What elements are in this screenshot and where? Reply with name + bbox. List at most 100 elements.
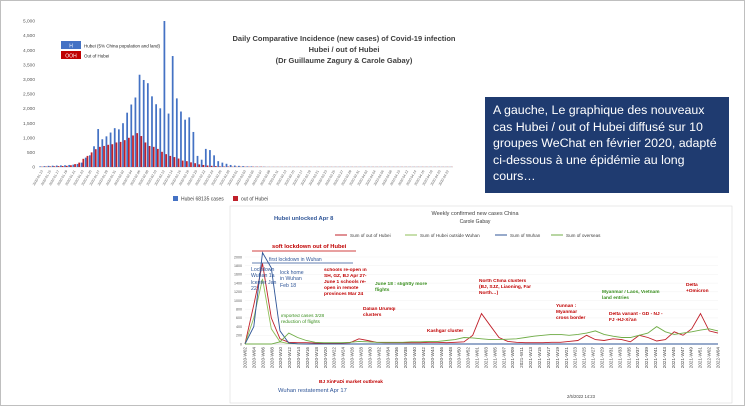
chart2-x-tick: 2021-W39	[644, 347, 649, 369]
legend-bottom-swatch-out	[233, 196, 238, 201]
bar-hubei	[60, 165, 62, 167]
chart2-x-tick: 2021-W31	[608, 347, 613, 369]
bar-hubei	[106, 136, 108, 167]
bar-hubei	[172, 56, 174, 167]
bar-hubei	[230, 165, 232, 167]
chart2-x-tick: 2022-W04	[716, 347, 721, 369]
bar-hubei	[147, 83, 149, 167]
annot-xinfadi: BJ XinFaDi market outbreak	[319, 379, 383, 385]
chart2-x-tick: 2020-W10	[278, 347, 283, 369]
annot-first-lockdown: first lockdown in Wuhan	[269, 257, 322, 263]
chart2-y-tick: 200	[236, 334, 242, 338]
annot-kashgar: Kashgar cluster	[427, 328, 463, 334]
bar-out-of-hubei	[219, 166, 221, 167]
bar-hubei	[89, 155, 91, 167]
bar-hubei	[114, 128, 116, 167]
bar-out-of-hubei	[178, 159, 180, 167]
bar-hubei	[139, 75, 141, 167]
annot-delta-omicron-box: Delta +Omicron	[686, 283, 716, 299]
chart2-y-tick: 600	[236, 316, 242, 320]
chart1-y-tick: 2,500	[23, 92, 35, 98]
bar-hubei	[118, 129, 120, 167]
annot-dalian: Dalian Urumqi clusters	[363, 307, 399, 319]
bar-out-of-hubei	[111, 144, 113, 167]
chart2-x-tick: 2021-W09	[510, 347, 515, 369]
bar-hubei	[135, 98, 137, 167]
chart1-y-tick: 0	[32, 165, 35, 171]
bar-out-of-hubei	[70, 165, 72, 167]
bar-out-of-hubei	[161, 152, 163, 167]
bar-out-of-hubei	[120, 142, 122, 167]
chart2-x-tick: 2020-W52	[466, 347, 471, 369]
annot-soft-lockdown: soft lockdown out of Hubei	[272, 244, 347, 250]
bar-out-of-hubei	[198, 164, 200, 167]
chart2-x-tick: 2021-W43	[662, 347, 667, 369]
chart2-x-tick: 2020-W44	[430, 347, 435, 369]
chart2-y-tick: 0	[240, 342, 242, 346]
bar-hubei	[151, 96, 153, 167]
bar-out-of-hubei	[136, 133, 138, 167]
bar-hubei	[234, 166, 236, 167]
bar-out-of-hubei	[190, 162, 192, 167]
bar-hubei	[122, 123, 124, 167]
chart2-x-tick: 2020-W18	[314, 347, 319, 369]
legend-label-hubei-outside-wuhan: Sum of Hubei outside Wuhan	[420, 233, 480, 238]
bar-hubei	[143, 80, 145, 167]
bar-out-of-hubei	[103, 146, 105, 167]
annot-delta: Delta variant - GD - NJ - FJ -HJ-Xi'an	[609, 312, 663, 324]
bar-out-of-hubei	[165, 154, 167, 167]
chart1-y-tick: 4,500	[23, 33, 35, 39]
bar-hubei	[97, 129, 99, 167]
bar-out-of-hubei	[74, 164, 76, 167]
chart1-title: Daily Comparative Incidence (new cases) …	[233, 34, 456, 43]
chart2-x-tick: 2020-W38	[403, 347, 408, 369]
annot-delta-box: Delta variant - GD - NJ - FJ -HJ-Xi'an	[609, 312, 663, 328]
chart2-y-tick: 1800	[234, 264, 242, 268]
chart2-x-tick: 2020-W22	[332, 347, 337, 369]
chart2-x-tick: 2021-W37	[635, 347, 640, 369]
legend-label-hubei: Hubei (5% China population and land)	[84, 44, 161, 49]
chart2-title: Weekly confirmed new cases China	[431, 211, 519, 217]
chart2-x-tick: 2021-W21	[564, 347, 569, 369]
bar-out-of-hubei	[132, 135, 134, 167]
chart2-x-tick: 2020-W08	[269, 347, 274, 369]
legend-label-overseas: Sum of overseas	[566, 233, 601, 238]
bar-hubei	[64, 165, 66, 167]
bar-hubei	[110, 133, 112, 167]
chart1-y-tick: 500	[27, 150, 35, 156]
bar-hubei	[209, 150, 211, 167]
chart2-x-tick: 2021-W33	[617, 347, 622, 369]
bar-out-of-hubei	[91, 152, 93, 167]
bar-out-of-hubei	[66, 166, 68, 167]
bar-hubei	[246, 166, 248, 167]
annot-north-china-box: North China clusters (BJ, SJZ, Liaoning,…	[479, 279, 531, 309]
annot-lockdown-wuhan: Lockdown Wuhan 1a lcenter Jan 22	[251, 267, 279, 293]
bar-out-of-hubei	[186, 161, 188, 167]
bar-out-of-hubei	[58, 166, 60, 167]
annot-delta-omicron: Delta +Omicron	[686, 283, 716, 295]
bar-hubei	[52, 166, 54, 167]
bar-out-of-hubei	[174, 157, 176, 167]
bar-out-of-hubei	[149, 146, 151, 167]
chart2-date-stamp: 2/5/2022 14:23	[567, 394, 596, 399]
bar-out-of-hubei	[203, 165, 205, 167]
chart2-x-tick: 2021-W07	[501, 347, 506, 369]
explanatory-note: A gauche, Le graphique des nouveaux cas …	[485, 97, 729, 193]
bar-hubei	[168, 114, 170, 167]
bar-hubei	[101, 139, 103, 167]
bar-out-of-hubei	[182, 161, 184, 167]
chart2-x-tick: 2020-W36	[394, 347, 399, 369]
chart2-x-tick: 2021-W13	[528, 347, 533, 369]
legend-bottom-label-hubei: Hubei 68135 cases	[181, 197, 224, 203]
bar-out-of-hubei	[211, 166, 213, 167]
bar-hubei	[180, 112, 182, 167]
chart2-x-tick: 2020-W12	[287, 347, 292, 369]
chart2-y-tick: 1600	[234, 273, 242, 277]
bar-hubei	[193, 132, 195, 167]
chart2-x-tick: 2021-W11	[519, 347, 524, 368]
annot-hubei-unlocked-text: Hubei unlocked Apr 8	[274, 216, 334, 222]
bar-out-of-hubei	[153, 147, 155, 167]
chart2-x-tick: 2021-W49	[689, 347, 694, 369]
chart2-x-tick: 2021-W17	[546, 347, 551, 369]
bar-hubei	[242, 166, 244, 167]
